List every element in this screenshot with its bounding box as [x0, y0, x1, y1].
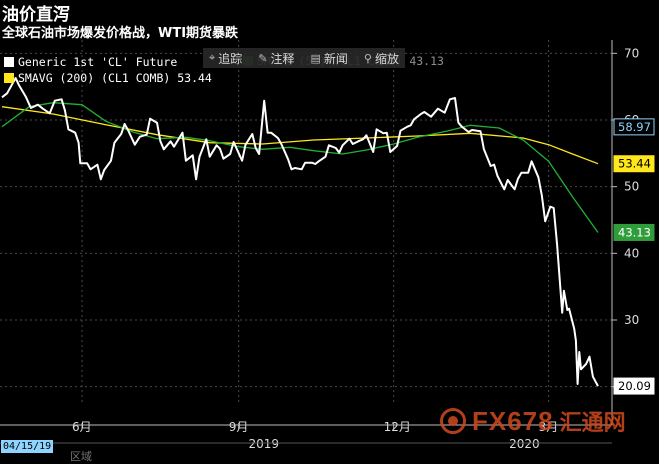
watermark-cn: 汇通网	[559, 411, 626, 436]
sma50-line	[1, 102, 599, 233]
y-tick-label: 50	[624, 180, 639, 194]
value-tag-bg	[613, 223, 655, 241]
watermark: FX678 汇通网	[440, 405, 626, 437]
x-tick-label: 9月	[229, 420, 249, 434]
page-title: 油价直泻	[2, 5, 70, 25]
bottom-text: 区域	[70, 450, 92, 463]
x-tick-label: 3月	[539, 420, 559, 434]
value-labels: 58.97 53.44 43.13 20.09	[613, 118, 655, 395]
toolbar-news-button[interactable]: ▤ 新闻	[310, 51, 348, 66]
toolbar-track-button[interactable]: ⌖ 追踪	[209, 51, 243, 66]
x-tick-label: 6月	[72, 420, 92, 434]
legend-sma200-label: SMAVG (200) (CL1 COMB) 53.44	[18, 71, 212, 85]
chart-grid	[0, 40, 612, 405]
watermark-text: FX678	[472, 405, 554, 436]
value-tag-label: 43.13	[618, 225, 651, 239]
fx678-logo-icon	[440, 408, 466, 434]
year-label: 2019	[249, 437, 280, 451]
zoom-icon: ⚲	[363, 51, 372, 65]
value-tag-label: 20.09	[618, 379, 651, 393]
annotate-icon: ✎	[258, 51, 268, 65]
price-line	[1, 77, 599, 387]
sma200-line	[1, 106, 599, 165]
chart-toolbar: ⌖ 追踪 ✎ 注释 ▤ 新闻 ⚲ 缩放	[203, 48, 405, 68]
chart-axes: 2030405060706月9月12月3月20192020	[0, 40, 639, 451]
value-tag-bg	[613, 118, 655, 136]
page-subtitle: 全球石油市场爆发价格战，WTI期货暴跌	[2, 26, 239, 41]
x-tick-label: 12月	[384, 420, 411, 434]
toolbar-zoom-button[interactable]: ⚲ 缩放	[363, 51, 399, 66]
chart-series	[1, 77, 599, 387]
legend-price-label: Generic 1st 'CL' Future	[18, 55, 178, 69]
value-tag-label: 58.97	[618, 120, 651, 134]
value-tag-bg	[613, 377, 655, 395]
toolbar-annotate-button[interactable]: ✎ 注释	[258, 51, 295, 66]
y-tick-label: 40	[624, 246, 639, 260]
year-label: 2020	[509, 437, 540, 451]
y-tick-label: 30	[624, 313, 639, 327]
legend-sma200[interactable]: SMAVG (200) (CL1 COMB) 53.44	[4, 70, 212, 86]
chart-legend: Generic 1st 'CL' Future SMAVG (200) (CL1…	[4, 54, 212, 86]
news-icon: ▤	[310, 51, 321, 65]
y-tick-label: 70	[624, 46, 639, 60]
crosshair-icon: ⌖	[209, 51, 216, 64]
value-tag-label: 53.44	[618, 157, 651, 171]
legend-price[interactable]: Generic 1st 'CL' Future	[4, 54, 212, 70]
start-date-tag: 04/15/19	[1, 440, 54, 453]
legend-swatch-white	[4, 57, 14, 67]
value-tag-bg	[613, 155, 655, 173]
legend-swatch-yellow	[4, 73, 14, 83]
